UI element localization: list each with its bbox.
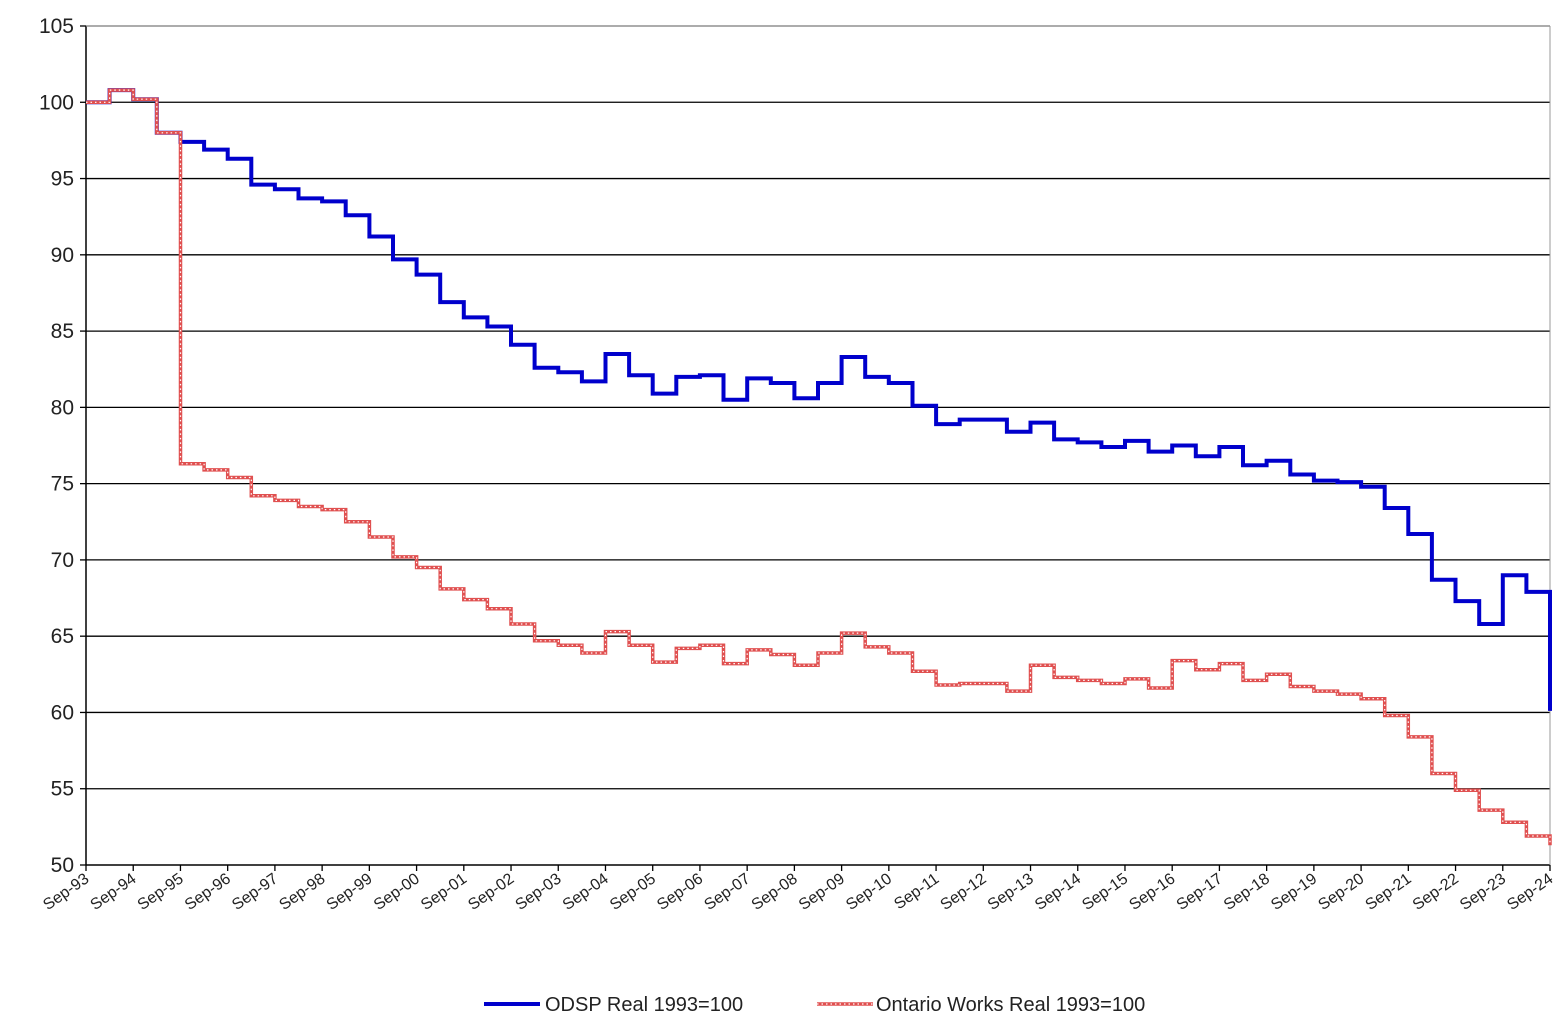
series-ontario-works — [86, 88, 1552, 846]
y-tick-label: 60 — [51, 701, 74, 724]
x-tick-label: Sep-98 — [276, 870, 328, 914]
series-line — [86, 88, 1552, 846]
x-tick-label: Sep-17 — [1174, 870, 1226, 914]
y-tick-label: 105 — [39, 15, 74, 38]
x-tick-label: Sep-04 — [560, 870, 612, 914]
legend: ODSP Real 1993=100 Ontario Works Real 199… — [484, 994, 1145, 1016]
x-tick-label: Sep-14 — [1032, 870, 1084, 914]
series-line — [86, 88, 1552, 711]
x-tick-label: Sep-12 — [938, 870, 990, 914]
x-tick-label: Sep-22 — [1410, 870, 1462, 914]
x-tick-label: Sep-03 — [513, 870, 565, 914]
series-line-dots — [86, 89, 1551, 846]
y-tick-label: 70 — [51, 549, 74, 572]
y-tick-label: 100 — [39, 91, 74, 114]
x-tick-label: Sep-11 — [891, 870, 942, 913]
legend-label: Ontario Works Real 1993=100 — [876, 994, 1145, 1016]
x-tick-label: Sep-96 — [182, 870, 234, 914]
series-odsp — [86, 88, 1552, 711]
legend-item: ODSP Real 1993=100 — [484, 994, 743, 1016]
x-tick-label: Sep-24 — [1504, 870, 1556, 914]
y-tick-label: 50 — [51, 854, 74, 877]
y-tick-label: 65 — [51, 625, 74, 648]
x-tick-label: Sep-09 — [796, 870, 848, 914]
x-tick-label: Sep-15 — [1079, 870, 1131, 914]
x-tick-label: Sep-21 — [1363, 870, 1415, 914]
x-tick-label: Sep-06 — [654, 870, 706, 914]
x-tick-label: Sep-99 — [324, 870, 376, 914]
grid-layer — [86, 25, 1550, 790]
legend-item: Ontario Works Real 1993=100 — [817, 994, 1145, 1016]
series-layer — [86, 88, 1552, 846]
y-tick-label: 75 — [51, 473, 74, 496]
x-tick-label: Sep-97 — [229, 870, 281, 914]
x-tick-labels: Sep-93Sep-94Sep-95Sep-96Sep-97Sep-98Sep-… — [40, 870, 1556, 914]
x-tick-label: Sep-05 — [607, 870, 659, 914]
x-tick-label: Sep-23 — [1457, 870, 1509, 914]
y-tick-label: 80 — [51, 396, 74, 419]
y-tick-label: 90 — [51, 244, 74, 267]
x-tick-label: Sep-10 — [843, 870, 895, 914]
x-tick-label: Sep-94 — [88, 870, 140, 914]
x-tick-label: Sep-00 — [371, 870, 423, 914]
x-tick-label: Sep-08 — [749, 870, 801, 914]
y-tick-labels: 50 55 60 65 70 75 80 85 90 95 100 105 — [39, 15, 74, 877]
x-tick-label: Sep-95 — [135, 870, 187, 914]
x-tick-label: Sep-18 — [1221, 870, 1273, 914]
y-tick-label: 55 — [51, 778, 74, 801]
legend-label: ODSP Real 1993=100 — [545, 994, 743, 1016]
x-tick-label: Sep-20 — [1315, 870, 1367, 914]
y-tick-label: 85 — [51, 320, 74, 343]
x-tick-label: Sep-19 — [1268, 870, 1320, 914]
axis-layer — [80, 25, 1551, 871]
x-tick-label: Sep-01 — [418, 870, 470, 914]
x-tick-label: Sep-02 — [465, 870, 517, 914]
x-tick-label: Sep-13 — [985, 870, 1037, 914]
x-tick-label: Sep-16 — [1126, 870, 1178, 914]
x-tick-label: Sep-07 — [701, 870, 753, 914]
y-tick-label: 95 — [51, 168, 74, 191]
